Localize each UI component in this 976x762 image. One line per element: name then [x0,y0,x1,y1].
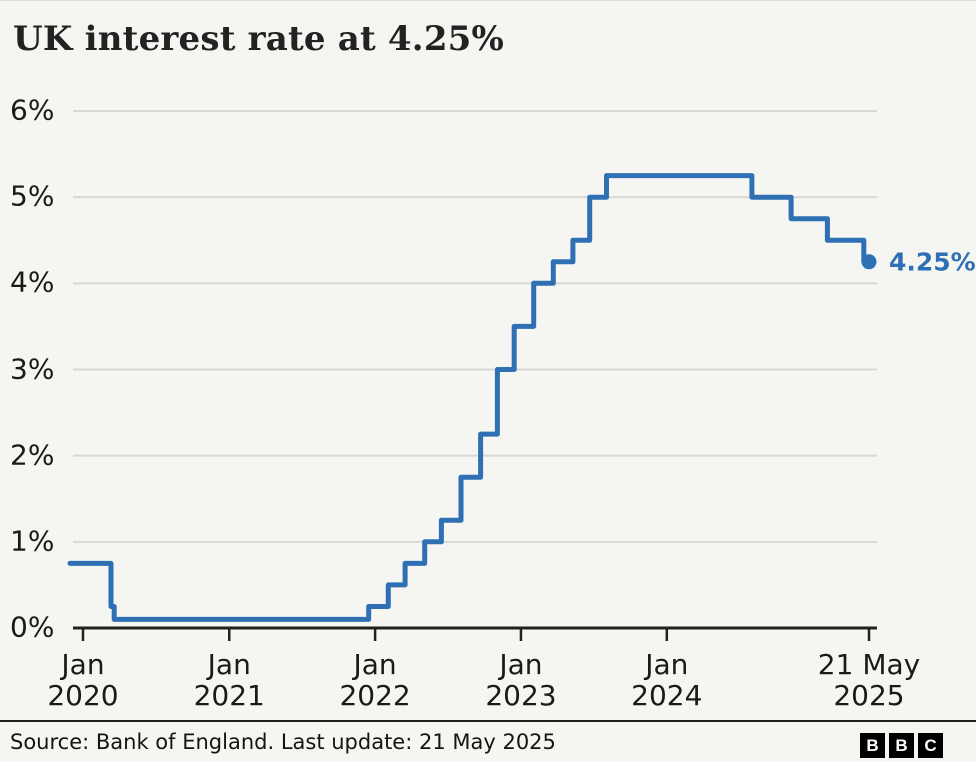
bbc-logo-block: B [889,733,914,758]
x-tick-year: 2020 [47,679,119,712]
x-tick-month: Jan [207,648,251,681]
x-tick-label: 21 May 2025 [818,649,920,711]
x-tick-month: Jan [645,648,689,681]
x-tick-year: 2023 [485,679,557,712]
y-tick-label: 1% [10,524,55,558]
current-rate-label: 4.25% [889,247,976,277]
y-tick-label: 6% [10,93,55,127]
x-tick-month: Jan [353,648,397,681]
chart-title: UK interest rate at 4.25% [13,19,505,59]
x-tick-label: Jan 2024 [631,649,702,711]
x-tick-month: Jan [61,648,105,681]
y-tick-label: 0% [10,610,55,644]
rate-step-line [67,173,872,622]
bbc-logo-block: B [860,733,885,758]
x-tick-year: 2021 [193,679,265,712]
x-tick-label: Jan 2021 [194,649,265,711]
x-tick-month: Jan [499,648,543,681]
y-tick-label: 2% [10,438,55,472]
x-tick-year: 2024 [631,679,703,712]
y-tick-label: 4% [10,265,55,299]
x-tick-label: Jan 2022 [339,649,410,711]
bbc-logo-block: C [918,733,943,758]
source-text: Source: Bank of England. Last update: 21… [10,730,556,754]
y-tick-label: 3% [10,351,55,385]
x-tick-label: Jan 2023 [485,649,556,711]
end-point-dot [861,254,877,270]
x-tick-year: 2022 [339,679,411,712]
footer: Source: Bank of England. Last update: 21… [0,720,976,762]
x-tick-label: Jan 2020 [47,649,118,711]
x-tick-year: 2025 [833,679,905,712]
y-tick-label: 5% [10,179,55,213]
x-tick-month: 21 May [817,648,921,681]
